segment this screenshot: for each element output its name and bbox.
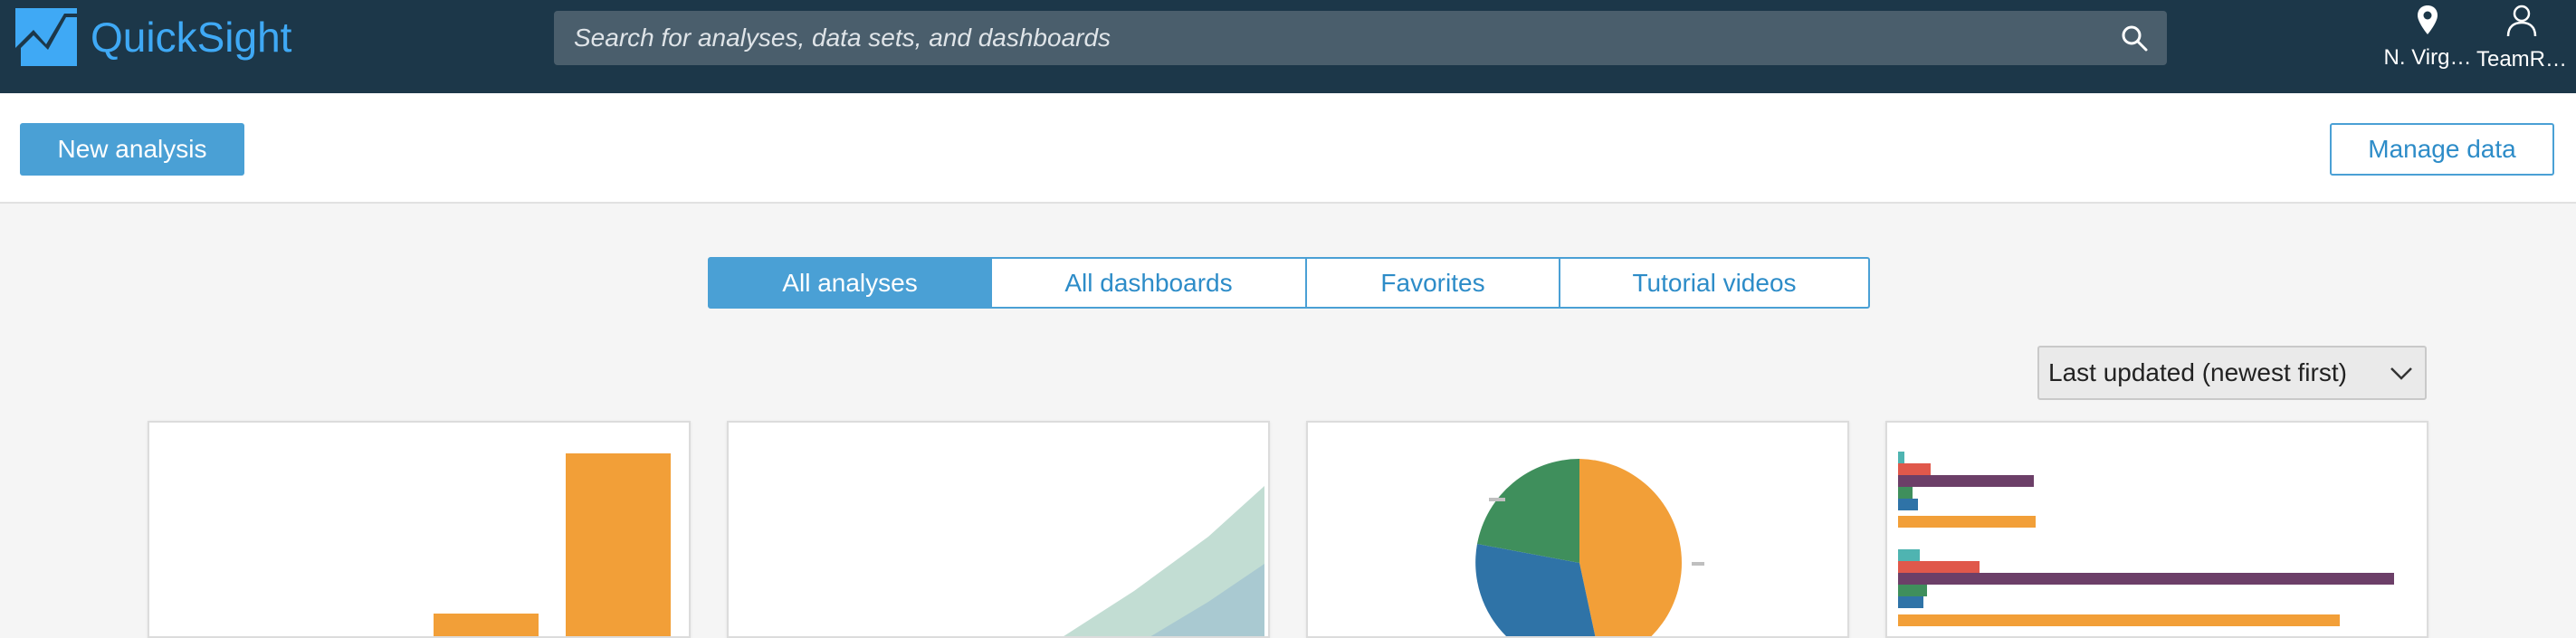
- thumbnail-bar: [1898, 499, 1918, 510]
- thumbnail-bar: [1898, 585, 1927, 596]
- location-pin-icon: [2416, 4, 2439, 36]
- thumbnail-bar: [1898, 561, 1980, 573]
- horizontal-bar-chart-thumbnail: [1887, 423, 2428, 638]
- analysis-card[interactable]: [727, 421, 1270, 638]
- tab-all-dashboards[interactable]: All dashboards: [990, 259, 1305, 307]
- chevron-down-icon: [2389, 362, 2414, 384]
- tab-tutorial-videos[interactable]: Tutorial videos: [1559, 259, 1868, 307]
- thumbnail-bar: [1898, 463, 1931, 475]
- thumbnail-bar: [1898, 596, 1923, 608]
- pie-label: [1692, 562, 1704, 566]
- tab-all-analyses[interactable]: All analyses: [710, 259, 990, 307]
- pie-label: [1489, 498, 1505, 501]
- app-name[interactable]: QuickSight: [91, 9, 291, 65]
- bar-chart-thumbnail: [149, 423, 691, 638]
- pie-slice: [1579, 459, 1682, 638]
- manage-data-button[interactable]: Manage data: [2330, 123, 2554, 176]
- thumbnail-bar: [1898, 487, 1913, 499]
- pie-chart-thumbnail: [1308, 423, 1849, 638]
- thumbnail-bar: [434, 614, 539, 638]
- search-icon[interactable]: [2120, 24, 2149, 52]
- new-analysis-button[interactable]: New analysis: [20, 123, 244, 176]
- sort-dropdown[interactable]: Last updated (newest first): [2037, 346, 2427, 400]
- thumbnail-bar: [1898, 549, 1920, 561]
- analysis-card[interactable]: [1885, 421, 2428, 638]
- thumbnail-bar: [1898, 516, 2036, 528]
- thumbnail-bar: [566, 453, 671, 638]
- analysis-card[interactable]: [1306, 421, 1849, 638]
- analysis-card[interactable]: [148, 421, 691, 638]
- thumbnail-bar: [1898, 614, 2340, 626]
- user-icon: [2505, 4, 2538, 38]
- search-bar[interactable]: Search for analyses, data sets, and dash…: [554, 11, 2167, 65]
- sort-selected-value: Last updated (newest first): [2048, 348, 2347, 398]
- thumbnail-bar: [1898, 573, 2394, 585]
- area-chart-thumbnail: [729, 423, 1270, 638]
- top-navigation-bar: QuickSight Search for analyses, data set…: [0, 0, 2576, 93]
- search-input[interactable]: Search for analyses, data sets, and dash…: [574, 11, 1111, 65]
- action-bar: New analysis Manage data: [0, 93, 2576, 204]
- tab-favorites[interactable]: Favorites: [1305, 259, 1559, 307]
- view-tabs: All analyses All dashboards Favorites Tu…: [708, 257, 1870, 309]
- user-label: TeamR…: [2471, 47, 2572, 72]
- thumbnail-bar: [1898, 452, 1904, 463]
- thumbnail-bar: [1898, 475, 2034, 487]
- quicksight-logo-icon[interactable]: [14, 5, 79, 70]
- user-menu[interactable]: TeamR…: [2471, 4, 2572, 85]
